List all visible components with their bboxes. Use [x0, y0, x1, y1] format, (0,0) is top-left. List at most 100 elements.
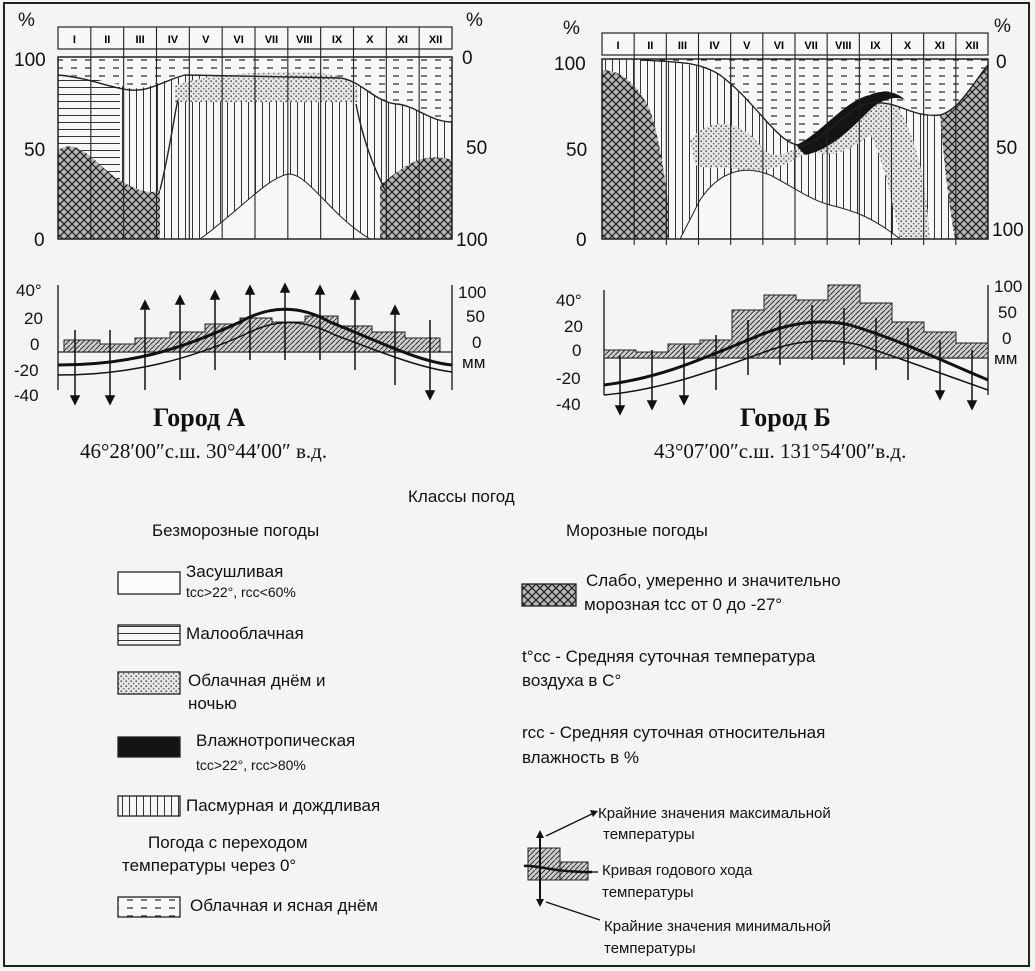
legend-min-label-2: температуры — [604, 940, 696, 957]
month-label: V — [743, 40, 751, 52]
panel-a-left-unit: % — [18, 10, 35, 31]
panel-b-right-tick-50: 50 — [996, 138, 1017, 159]
legend-transition-label-1: Погода с переходом — [148, 833, 308, 852]
month-label: VI — [774, 40, 784, 52]
panel-a-left-tick-50: 50 — [24, 140, 45, 161]
swatch-frost — [521, 583, 577, 607]
month-label: IX — [332, 34, 343, 46]
panel-a-precip-unit: мм — [462, 353, 485, 372]
legend-header-frost-free: Безморозные погоды — [152, 521, 320, 540]
month-label: X — [366, 34, 374, 46]
month-label: X — [904, 40, 912, 52]
panel-b-temp-tick-40: 40° — [556, 291, 582, 310]
legend-min-label-1: Крайние значения минимальной — [604, 918, 831, 935]
month-label: V — [202, 34, 210, 46]
panel-a-temp-tick-0: 0 — [30, 335, 39, 354]
legend-tcc-line-2: воздуха в С° — [522, 671, 622, 690]
panel-b-right-tick-100: 100 — [992, 220, 1024, 241]
legend-swatches — [117, 571, 577, 918]
legend-header-frost: Морозные погоды — [566, 521, 708, 540]
month-label: I — [73, 34, 76, 46]
panel-b-left-unit: % — [563, 18, 580, 39]
legend-rcc-line-2: влажность в % — [522, 748, 639, 767]
panel-b-temp-tick-20: 20 — [564, 317, 583, 336]
month-label: VII — [265, 34, 278, 46]
panel-a-precip-tick-100: 100 — [458, 283, 486, 302]
month-label: III — [678, 40, 687, 52]
panel-b-month-header: I II III IV V VI VII VIII IX X XI XII — [617, 33, 979, 245]
panel-b-temperature-chart — [603, 284, 989, 416]
panel-a-temperature-chart — [57, 282, 453, 406]
panel-b-precip-tick-50: 50 — [998, 303, 1017, 322]
month-label: I — [617, 40, 620, 52]
month-label: II — [647, 40, 653, 52]
legend-clear-day-label: Облачная и ясная днём — [190, 896, 378, 915]
month-label: VIII — [835, 40, 852, 52]
month-label: III — [135, 34, 144, 46]
month-label: VI — [233, 34, 243, 46]
legend-cloudy-label-1: Облачная днём и — [188, 671, 326, 690]
month-label: II — [104, 34, 110, 46]
legend-transition-label-2: температуры через 0° — [122, 856, 297, 875]
month-label: XII — [429, 34, 442, 46]
swatch-arid — [117, 571, 181, 595]
swatch-clear-day — [117, 896, 181, 918]
legend-humid-condition: tсс>22°, rсс>80% — [196, 757, 306, 773]
panel-a-temp-tick-40: 40° — [16, 281, 42, 300]
legend-arid-condition: tсс>22°, rсс<60% — [186, 584, 296, 600]
panel-a-precip-tick-0: 0 — [472, 333, 481, 352]
legend-frost-label-1: Слабо, умеренно и значительно — [586, 571, 841, 590]
panel-b-temp-tick-m20: -20 — [556, 369, 581, 388]
panel-a-temp-tick-20: 20 — [24, 309, 43, 328]
swatch-low-cloud — [117, 624, 181, 646]
panel-a-precip-tick-50: 50 — [466, 307, 485, 326]
panel-b-temp-tick-0: 0 — [572, 341, 581, 360]
legend-rcc-line-1: rсс - Средняя суточная относительная — [522, 723, 826, 742]
legend-explanation-diagram — [523, 810, 601, 921]
panel-a-temp-tick-m40: -40 — [14, 386, 39, 405]
legend-curve-label-2: температуры — [602, 884, 694, 901]
legend-tcc-line-1: t°сс - Средняя суточная температура — [522, 647, 816, 666]
panel-b-precip-unit: мм — [994, 349, 1017, 368]
legend-arid-label: Засушливая — [186, 562, 284, 581]
month-label: IX — [870, 40, 881, 52]
panel-b-precip-tick-100: 100 — [994, 277, 1022, 296]
panel-b-temp-tick-m40: -40 — [556, 395, 581, 414]
panel-b-right-unit: % — [994, 16, 1011, 37]
month-label: XI — [398, 34, 408, 46]
panel-b-left-tick-100: 100 — [554, 54, 586, 75]
legend-rainy-label: Пасмурная и дождливая — [186, 796, 381, 815]
panel-b-left-tick-50: 50 — [566, 140, 587, 161]
swatch-cloudy — [117, 671, 181, 695]
swatch-humid-tropical — [117, 736, 181, 758]
panel-b-left-tick-0: 0 — [576, 230, 587, 251]
panel-a-right-unit: % — [466, 10, 483, 31]
legend-frost-label-2: морозная tсс от 0 до -27° — [584, 595, 783, 614]
month-label: IV — [709, 40, 720, 52]
panel-a-right-tick-0: 0 — [462, 48, 473, 69]
month-label: VII — [804, 40, 817, 52]
legend-humid-label: Влажнотропическая — [196, 731, 356, 750]
panel-b-precip-tick-0: 0 — [1002, 329, 1011, 348]
city-a-name: Город А — [153, 403, 246, 432]
panel-a-right-tick-100: 100 — [456, 230, 488, 251]
panel-a-left-tick-0: 0 — [34, 230, 45, 251]
panel-b-right-tick-0: 0 — [996, 52, 1007, 73]
legend-title: Классы погод — [408, 487, 515, 506]
month-label: XII — [965, 40, 978, 52]
legend-low-cloud-label: Малооблачная — [186, 624, 304, 643]
month-label: IV — [168, 34, 179, 46]
month-label: XI — [935, 40, 945, 52]
figure-frame — [3, 2, 1030, 967]
city-b-coords: 43°07′00″с.ш. 131°54′00″в.д. — [654, 439, 907, 463]
swatch-rainy — [117, 795, 181, 817]
legend-max-label-2: температуры — [603, 826, 695, 843]
month-label: VIII — [296, 34, 313, 46]
legend-cloudy-label-2: ночью — [188, 694, 237, 713]
city-b-name: Город Б — [740, 403, 831, 432]
panel-a-month-header: I II III IV V VI VII VIII IX X XI XII — [73, 27, 442, 239]
legend-max-label-1: Крайние значения максимальной — [598, 805, 831, 822]
panel-a-right-tick-50: 50 — [466, 138, 487, 159]
legend-curve-label-1: Кривая годового хода — [602, 862, 753, 879]
